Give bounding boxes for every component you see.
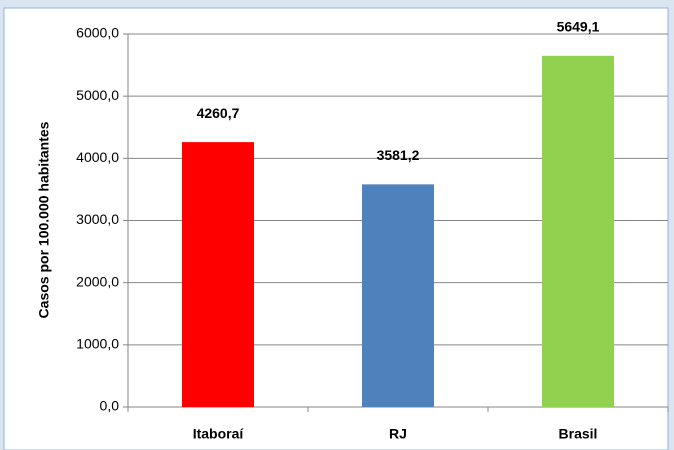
value-label: 3581,2 <box>377 147 420 163</box>
y-tick-label: 1000,0 <box>76 336 119 352</box>
y-tick-label: 0,0 <box>100 398 120 414</box>
y-tick-label: 5000,0 <box>76 87 119 103</box>
y-tick-label: 6000,0 <box>76 25 119 41</box>
x-tick-label: Brasil <box>559 426 598 442</box>
y-tick-label: 2000,0 <box>76 273 119 289</box>
value-label: 5649,1 <box>557 19 600 35</box>
x-tick-label: Itaboraí <box>193 426 245 442</box>
value-label: 4260,7 <box>197 105 240 121</box>
y-tick-label: 3000,0 <box>76 211 119 227</box>
y-axis-label: Casos por 100.000 habitantes <box>36 121 52 318</box>
y-tick-label: 4000,0 <box>76 149 119 165</box>
bar <box>362 184 434 407</box>
bar <box>182 142 254 408</box>
x-tick-label: RJ <box>389 426 407 442</box>
bar <box>542 55 614 408</box>
